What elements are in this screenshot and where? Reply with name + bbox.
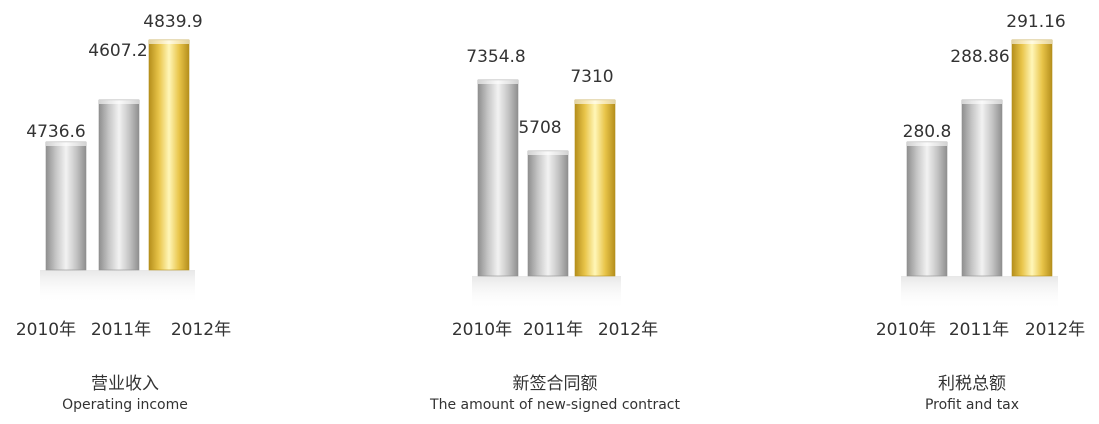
bar-chart-operating-income: 4736.6 2010年 4607.2 2011年 4839.9 2012年 xyxy=(16,12,231,340)
bar-chart-profit-and-tax: 280.8 2010年 288.86 2011年 291.16 2012年 xyxy=(876,12,1085,340)
category-label: 2010年 xyxy=(16,320,76,340)
bar-value-label: 5708 xyxy=(518,118,561,138)
category-label: 2011年 xyxy=(91,320,151,340)
chart-title-block: 利税总额 Profit and tax xyxy=(845,373,1099,414)
chart-title-en: Profit and tax xyxy=(924,397,1020,413)
bar-value-label: 4839.9 xyxy=(143,12,202,32)
bar-top-highlight xyxy=(907,142,947,146)
bar-2011年 xyxy=(527,150,569,277)
category-label: 2012年 xyxy=(598,320,658,340)
bar-2012年 xyxy=(148,39,190,271)
chart-title-cn: 利税总额 xyxy=(938,374,1006,394)
bar-floor-reflection xyxy=(40,270,195,304)
bar-top-highlight xyxy=(528,151,568,155)
bar-value-label: 4736.6 xyxy=(26,122,85,142)
category-label: 2012年 xyxy=(171,320,231,340)
bar-top-highlight xyxy=(149,40,189,44)
bar-value-label: 280.8 xyxy=(903,122,952,142)
bar-chart-new-signed-contract: 7354.8 2010年 5708 2011年 7310 2012年 xyxy=(452,47,658,340)
bar-value-label: 288.86 xyxy=(950,47,1009,67)
bar-2010年 xyxy=(906,141,948,277)
bar-value-label: 7354.8 xyxy=(466,47,525,67)
bar-top-highlight xyxy=(575,100,615,104)
bar-top-highlight xyxy=(1012,40,1052,44)
bar-2010年 xyxy=(477,79,519,277)
category-label: 2010年 xyxy=(876,320,936,340)
chart-panel-profit-and-tax: 280.8 2010年 288.86 2011年 291.16 2012年 利税总额 Pr… xyxy=(845,0,1099,424)
chart-title-block: 新签合同额 The amount of new-signed contract xyxy=(420,373,690,414)
category-label: 2011年 xyxy=(523,320,583,340)
bar-top-highlight xyxy=(46,142,86,146)
chart-panel-new-signed-contract: 7354.8 2010年 5708 2011年 7310 2012年 新签合同额 The … xyxy=(420,0,690,424)
chart-title-cn: 营业收入 xyxy=(91,374,159,394)
bar-top-highlight xyxy=(962,100,1002,104)
chart-title-block: 营业收入 Operating income xyxy=(0,373,250,414)
bar-value-label: 7310 xyxy=(570,67,613,87)
chart-title-en: The amount of new-signed contract xyxy=(430,397,680,413)
bar-value-label: 291.16 xyxy=(1006,12,1065,32)
bar-2011年 xyxy=(98,99,140,271)
bar-floor-reflection xyxy=(901,276,1058,310)
category-label: 2010年 xyxy=(452,320,512,340)
bar-2010年 xyxy=(45,141,87,271)
bar-2012年 xyxy=(574,99,616,277)
chart-panel-operating-income: 4736.6 2010年 4607.2 2011年 4839.9 2012年 营业收入 O… xyxy=(0,0,250,424)
chart-title-cn: 新签合同额 xyxy=(512,374,598,394)
chart-title-en: Operating income xyxy=(62,397,188,413)
category-label: 2011年 xyxy=(949,320,1009,340)
bar-top-highlight xyxy=(99,100,139,104)
bar-value-label: 4607.2 xyxy=(88,41,147,61)
bar-top-highlight xyxy=(478,80,518,84)
bar-floor-reflection xyxy=(472,276,621,310)
bar-2012年 xyxy=(1011,39,1053,277)
category-label: 2012年 xyxy=(1025,320,1085,340)
bar-2011年 xyxy=(961,99,1003,277)
